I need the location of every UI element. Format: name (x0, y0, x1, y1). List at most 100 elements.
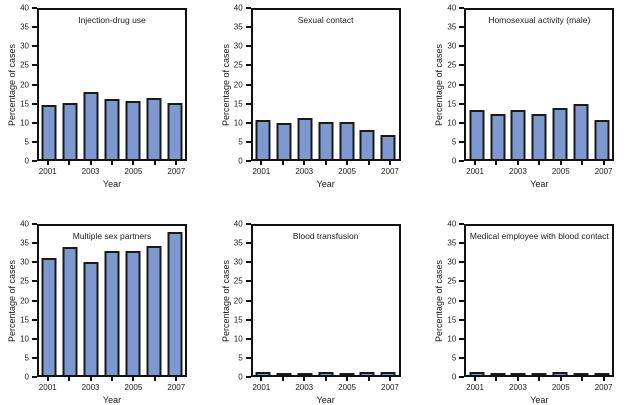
x-tick-mark (538, 376, 541, 381)
bar-2003 (297, 118, 313, 159)
y-tick-label: 10 (233, 334, 243, 344)
y-tick-label: 25 (20, 60, 29, 70)
y-tick-mark (245, 26, 251, 29)
bar-2003 (510, 109, 526, 159)
y-tick-label: 40 (447, 219, 457, 229)
x-tick-mark (303, 376, 306, 381)
chart-title: Homosexual activity (male) (488, 15, 591, 25)
y-tick-label: 20 (20, 296, 29, 305)
x-tick-label: 2005 (551, 383, 570, 392)
x-tick-label: 2007 (594, 383, 613, 392)
chart-panel-blood-transfusion: Percentage of cases 0 5 10 15 20 25 30 35 40 Blo… (214, 202, 428, 405)
y-tick-mark (459, 83, 465, 86)
x-tick-mark (303, 160, 306, 165)
x-axis: 2001 2003 2005 2007 (251, 376, 401, 403)
y-tick-mark (32, 160, 37, 162)
x-tick-mark (281, 376, 284, 381)
y-tick-mark (459, 376, 465, 378)
x-tick-mark (559, 376, 562, 381)
y-tick-label: 35 (20, 238, 29, 248)
bar-2001 (469, 371, 485, 375)
y-tick-mark (32, 261, 37, 264)
bar-2005 (339, 122, 354, 159)
y-tick-mark (459, 242, 465, 245)
x-tick-label: 2003 (295, 383, 314, 392)
y-tick-mark (32, 64, 37, 67)
y-axis: 0 5 10 15 20 25 30 35 40 (427, 4, 465, 166)
chart-title: Sexual contact (297, 15, 354, 25)
y-tick-label: 30 (233, 257, 243, 267)
bar-2003 (83, 92, 99, 159)
bar-2004 (318, 122, 334, 159)
y-tick-label: 0 (238, 372, 243, 382)
bar-2007 (380, 135, 396, 159)
x-tick-mark (153, 160, 156, 165)
y-tick-label: 10 (447, 334, 457, 344)
x-axis: 2001 2003 2005 2007 (464, 160, 614, 187)
y-tick-label: 30 (447, 257, 457, 267)
x-tick-label: 2001 (466, 167, 484, 176)
y-tick-mark (245, 318, 251, 321)
y-tick-label: 25 (20, 276, 29, 286)
x-tick-mark (538, 160, 541, 165)
y-tick-label: 30 (233, 41, 243, 51)
bar-2001 (41, 105, 57, 159)
y-tick-mark (245, 121, 251, 124)
x-tick-mark (559, 160, 562, 165)
y-tick-label: 5 (451, 353, 457, 363)
bar-2005 (552, 371, 568, 375)
y-tick-mark (32, 121, 37, 124)
y-tick-label: 25 (233, 276, 243, 286)
y-tick-label: 20 (447, 80, 457, 89)
y-tick-label: 30 (20, 41, 29, 51)
x-tick-mark (495, 160, 498, 165)
y-tick-mark (459, 102, 465, 105)
bar-2006 (573, 372, 589, 375)
y-tick-mark (459, 45, 465, 48)
y-tick-label: 0 (451, 156, 457, 166)
bar-2007 (167, 103, 183, 159)
x-tick-mark (281, 160, 284, 165)
y-tick-mark (459, 299, 465, 302)
x-tick-mark (111, 376, 113, 381)
y-tick-mark (32, 223, 37, 225)
y-tick-mark (32, 242, 37, 245)
chart-panel-multiple-sex-partners: Percentage of cases 0 5 10 15 20 25 30 35 40 Mul… (0, 202, 214, 405)
plot-area: Homosexual activity (male) (464, 8, 615, 161)
y-tick-label: 35 (447, 238, 457, 248)
y-tick-label: 5 (24, 353, 29, 363)
x-tick-label: 2005 (124, 383, 143, 392)
x-axis: 2001 2003 2005 2007 (251, 160, 401, 187)
chart-panel-medical-employee-blood-contact: Percentage of cases 0 5 10 15 20 25 30 35 40 Med… (427, 202, 641, 405)
y-tick-mark (32, 102, 37, 105)
bar-2003 (297, 373, 313, 375)
x-tick-label: 2003 (295, 167, 314, 176)
y-tick-label: 10 (447, 118, 457, 128)
y-tick-mark (459, 223, 465, 225)
x-axis: 2001 2003 2005 2007 (464, 376, 614, 403)
x-tick-mark (46, 376, 49, 381)
chart-title: Injection-drug use (78, 15, 146, 25)
y-tick-label: 0 (24, 372, 29, 382)
bar-2001 (255, 371, 271, 375)
bar-2004 (104, 251, 120, 375)
x-tick-mark (388, 160, 391, 165)
x-axis-title: Year (316, 395, 335, 405)
x-tick-label: 2007 (167, 167, 186, 176)
bar-2006 (146, 98, 162, 159)
y-tick-mark (459, 318, 465, 321)
x-tick-label: 2005 (551, 167, 570, 176)
y-axis: 0 5 10 15 20 25 30 35 40 (0, 220, 37, 382)
y-tick-label: 5 (24, 137, 29, 147)
bar-2002 (62, 103, 78, 159)
y-tick-mark (459, 337, 465, 340)
x-tick-mark (367, 160, 370, 165)
bar-2006 (359, 129, 375, 159)
x-tick-mark (324, 376, 327, 381)
plot-area: Blood transfusion (250, 224, 401, 377)
y-tick-label: 25 (447, 60, 457, 70)
y-tick-mark (245, 7, 251, 9)
chart-panel-homosexual-activity-male: Percentage of cases 0 5 10 15 20 25 30 35 40 Hom… (427, 0, 641, 202)
y-tick-mark (459, 26, 465, 29)
y-tick-mark (245, 160, 251, 162)
